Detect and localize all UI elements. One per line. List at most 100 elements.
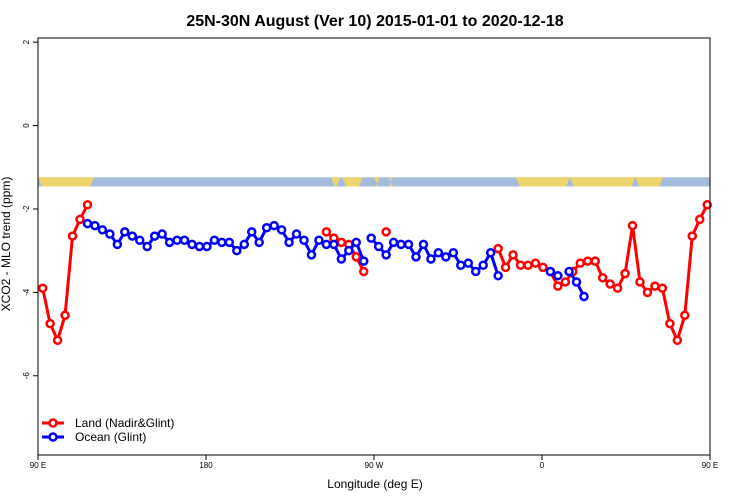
data-point bbox=[232, 245, 242, 256]
surface-type-strip bbox=[38, 177, 710, 187]
y-tick-label: 2 bbox=[22, 39, 31, 44]
data-point bbox=[261, 222, 272, 233]
data-point bbox=[500, 262, 511, 273]
data-point bbox=[37, 283, 48, 293]
data-point bbox=[179, 235, 190, 245]
data-point bbox=[396, 239, 406, 250]
data-point bbox=[597, 273, 608, 283]
y-tick-label: -6 bbox=[22, 372, 31, 380]
strip-land-3 bbox=[374, 177, 380, 187]
data-point bbox=[470, 266, 481, 277]
data-point bbox=[579, 291, 589, 302]
legend: Land (Nadir&Glint) Ocean (Glint) bbox=[42, 416, 174, 444]
data-point bbox=[157, 229, 167, 239]
data-point bbox=[112, 239, 123, 250]
data-point bbox=[276, 225, 287, 235]
y-tick-label: -4 bbox=[22, 288, 31, 296]
y-tick-label: 0 bbox=[22, 123, 31, 128]
data-point bbox=[239, 239, 250, 250]
data-point bbox=[209, 235, 220, 245]
data-point bbox=[687, 231, 698, 241]
series-layer bbox=[37, 200, 712, 346]
x-tick-label: 90 E bbox=[702, 461, 718, 470]
data-point bbox=[702, 200, 712, 210]
data-point bbox=[314, 235, 324, 245]
data-point bbox=[321, 227, 332, 237]
data-point bbox=[127, 231, 138, 241]
data-point bbox=[134, 235, 145, 245]
x-tick-label: 180 bbox=[199, 461, 213, 470]
data-point bbox=[299, 235, 309, 245]
data-point bbox=[575, 258, 586, 268]
data-point bbox=[60, 310, 70, 321]
data-point bbox=[680, 310, 690, 321]
data-point bbox=[508, 250, 518, 260]
data-point bbox=[344, 245, 354, 256]
data-point bbox=[97, 225, 108, 235]
strip-land-4 bbox=[388, 177, 391, 187]
data-point bbox=[82, 218, 93, 229]
data-point bbox=[665, 318, 675, 329]
series-1 bbox=[82, 218, 589, 302]
data-point bbox=[418, 239, 429, 250]
data-point bbox=[456, 260, 466, 271]
data-point bbox=[612, 283, 623, 293]
data-point bbox=[411, 252, 421, 262]
data-point bbox=[217, 237, 227, 248]
data-point bbox=[485, 248, 496, 258]
y-axis: 2 0 -2 -4 -6 bbox=[22, 39, 38, 379]
data-point bbox=[463, 258, 474, 268]
data-point bbox=[269, 220, 279, 231]
data-point bbox=[433, 248, 444, 258]
data-point bbox=[605, 279, 615, 289]
data-point bbox=[336, 254, 347, 264]
legend-ocean-label: Ocean (Glint) bbox=[75, 430, 146, 444]
data-point bbox=[224, 237, 235, 248]
data-point bbox=[90, 220, 100, 231]
data-point bbox=[67, 231, 78, 241]
series-0 bbox=[37, 200, 712, 346]
series-0-line-3 bbox=[496, 204, 709, 342]
data-point bbox=[373, 241, 384, 252]
data-point bbox=[321, 239, 332, 250]
data-point bbox=[582, 256, 593, 266]
data-point bbox=[515, 260, 526, 271]
data-point bbox=[657, 283, 668, 293]
strip-land-1 bbox=[331, 177, 341, 187]
data-point bbox=[358, 256, 369, 266]
data-point bbox=[194, 241, 205, 252]
data-point bbox=[530, 258, 541, 268]
data-point bbox=[254, 237, 264, 248]
data-point bbox=[441, 252, 451, 262]
data-point bbox=[642, 287, 653, 298]
data-point bbox=[164, 237, 175, 248]
data-point bbox=[45, 318, 55, 329]
data-point bbox=[523, 260, 533, 271]
x-tick-label: 90 E bbox=[30, 461, 46, 470]
data-point bbox=[142, 241, 152, 252]
data-point bbox=[571, 277, 582, 287]
data-point bbox=[120, 227, 130, 237]
legend-swatch-ocean-marker bbox=[48, 432, 58, 442]
data-point bbox=[538, 262, 548, 273]
data-point bbox=[553, 281, 563, 291]
strip-land-0 bbox=[38, 177, 94, 187]
data-point bbox=[564, 266, 574, 277]
data-point bbox=[672, 335, 683, 346]
x-axis-label: Longitude (deg E) bbox=[327, 477, 422, 491]
data-point bbox=[403, 239, 414, 250]
data-point bbox=[306, 250, 317, 260]
chart-title: 25N-30N August (Ver 10) 2015-01-01 to 20… bbox=[186, 13, 563, 30]
data-point bbox=[172, 235, 182, 245]
data-point bbox=[366, 233, 376, 243]
x-tick-label: 90 W bbox=[365, 461, 384, 470]
x-axis: 90 E 180 90 W 0 90 E bbox=[30, 455, 718, 470]
data-point bbox=[187, 239, 197, 250]
data-point bbox=[694, 214, 705, 225]
strip-land-2 bbox=[342, 177, 363, 187]
data-point bbox=[590, 256, 600, 266]
data-point bbox=[478, 260, 488, 271]
strip-land-5 bbox=[390, 177, 393, 187]
data-point bbox=[291, 229, 302, 239]
